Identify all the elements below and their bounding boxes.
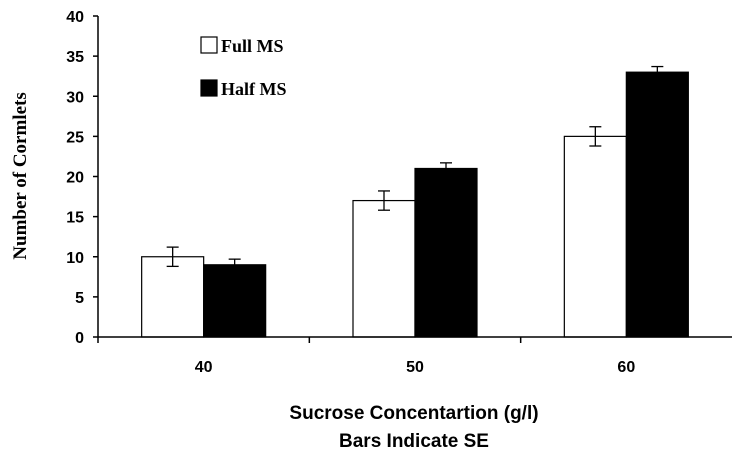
legend-swatch-half-ms [200, 79, 218, 97]
error-bar-half-ms-60 [651, 65, 664, 79]
x-tick-label: 50 [406, 359, 424, 376]
bar-half-ms-50 [414, 167, 478, 338]
bar-full-ms-40 [141, 256, 205, 338]
error-bars-group [166, 65, 664, 272]
y-tick-label: 15 [66, 210, 84, 227]
legend-label-half-ms: Half MS [221, 79, 287, 99]
x-tick-label: 60 [617, 359, 635, 376]
x-ticks-group: 40 50 60 [97, 337, 635, 376]
y-tick-label: 20 [66, 170, 84, 187]
bar-full-ms-60 [563, 135, 627, 338]
bar-half-ms-60 [625, 71, 689, 338]
bars-group [141, 71, 689, 338]
legend-label-full-ms: Full MS [221, 36, 284, 56]
error-bar-half-ms-50 [440, 162, 452, 175]
y-axis-title: Number of Cormlets [10, 92, 31, 259]
y-ticks-group: 0 5 10 15 20 25 30 35 40 [66, 9, 98, 347]
error-bar-full-ms-50 [378, 190, 390, 211]
x-axis-subtitle: Bars Indicate SE [339, 431, 489, 452]
error-bar-half-ms-40 [228, 258, 241, 272]
error-bar-full-ms-40 [166, 246, 179, 268]
y-tick-label: 10 [66, 250, 84, 267]
bar-half-ms-40 [203, 264, 267, 338]
legend-swatch-full-ms [200, 36, 218, 54]
x-axis-title: Sucrose Concentartion (g/l) [289, 403, 538, 424]
y-tick-label: 0 [75, 330, 84, 347]
y-tick-label: 40 [66, 9, 84, 26]
x-tick-label: 40 [195, 359, 213, 376]
y-tick-label: 25 [66, 129, 84, 146]
y-tick-label: 30 [66, 89, 84, 106]
y-tick-label: 5 [75, 290, 84, 307]
bar-full-ms-50 [352, 199, 416, 338]
y-tick-label: 35 [66, 49, 84, 66]
legend: Full MS Half MS [200, 36, 287, 99]
error-bar-full-ms-60 [589, 126, 602, 147]
